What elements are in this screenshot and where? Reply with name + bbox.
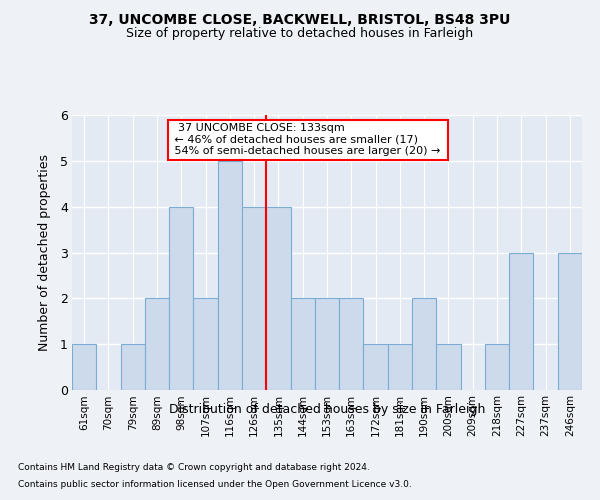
Text: 37 UNCOMBE CLOSE: 133sqm  
 ← 46% of detached houses are smaller (17) 
 54% of s: 37 UNCOMBE CLOSE: 133sqm ← 46% of detach…: [172, 123, 445, 156]
Bar: [364, 344, 388, 390]
Text: 37, UNCOMBE CLOSE, BACKWELL, BRISTOL, BS48 3PU: 37, UNCOMBE CLOSE, BACKWELL, BRISTOL, BS…: [89, 12, 511, 26]
Bar: [121, 344, 145, 390]
Bar: [485, 344, 509, 390]
Bar: [290, 298, 315, 390]
Bar: [436, 344, 461, 390]
Text: Distribution of detached houses by size in Farleigh: Distribution of detached houses by size …: [169, 402, 485, 415]
Bar: [388, 344, 412, 390]
Bar: [72, 344, 96, 390]
Bar: [339, 298, 364, 390]
Bar: [218, 161, 242, 390]
Bar: [315, 298, 339, 390]
Bar: [242, 206, 266, 390]
Bar: [169, 206, 193, 390]
Bar: [509, 252, 533, 390]
Text: Contains HM Land Registry data © Crown copyright and database right 2024.: Contains HM Land Registry data © Crown c…: [18, 464, 370, 472]
Bar: [412, 298, 436, 390]
Text: Size of property relative to detached houses in Farleigh: Size of property relative to detached ho…: [127, 28, 473, 40]
Bar: [266, 206, 290, 390]
Bar: [193, 298, 218, 390]
Text: Contains public sector information licensed under the Open Government Licence v3: Contains public sector information licen…: [18, 480, 412, 489]
Bar: [145, 298, 169, 390]
Bar: [558, 252, 582, 390]
Y-axis label: Number of detached properties: Number of detached properties: [38, 154, 52, 351]
